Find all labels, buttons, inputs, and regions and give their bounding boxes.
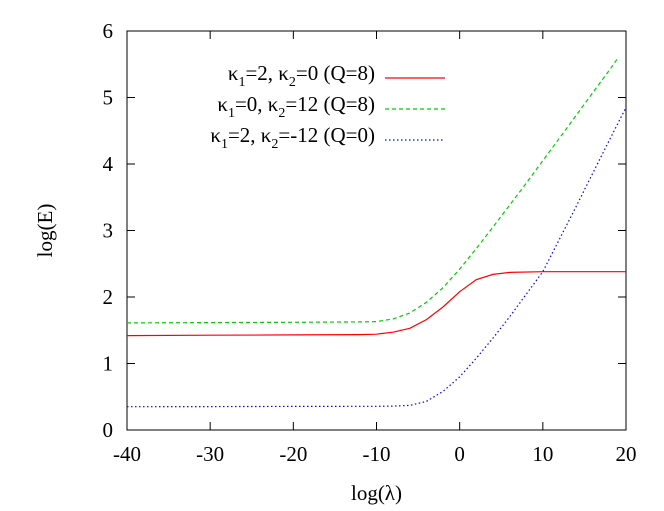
legend-sep: , κ: [268, 61, 290, 85]
legend-k2: 0: [308, 61, 319, 85]
legend-q: 0: [358, 123, 369, 147]
legend-q-close: ): [368, 92, 375, 116]
legend-k2: -12: [290, 123, 318, 147]
legend-entry-3: κ1=2, κ2=-12 (Q=0): [210, 123, 375, 152]
x-tick-label: 20: [616, 442, 637, 466]
legend: κ1=2, κ2=0 (Q=8) κ1=0, κ2=12 (Q=8) κ1=2,…: [210, 61, 445, 152]
legend-q-close: ): [368, 61, 375, 85]
series-line-2: [126, 57, 619, 324]
y-tick-label: 2: [103, 285, 114, 309]
legend-q-close: ): [368, 123, 375, 147]
legend-eq: =: [278, 123, 290, 147]
legend-eq: =: [228, 123, 240, 147]
legend-k1: 2: [257, 61, 268, 85]
y-tick-label: 0: [103, 418, 114, 442]
legend-sub: 1: [238, 75, 245, 90]
x-tick-label: -10: [363, 442, 391, 466]
x-tick-label: -40: [113, 442, 141, 466]
legend-entry-2: κ1=0, κ2=12 (Q=8): [217, 92, 375, 121]
x-tick-label: 10: [532, 442, 553, 466]
legend-k1: 0: [247, 92, 258, 116]
x-tick-label: -30: [196, 442, 224, 466]
legend-entry-1: κ1=2, κ2=0 (Q=8): [228, 61, 375, 90]
legend-sep: , κ: [257, 92, 279, 116]
y-tick-label: 1: [103, 352, 114, 376]
series-line-1: [126, 271, 626, 337]
legend-q-open: (Q=: [318, 123, 357, 147]
legend-q: 8: [358, 61, 369, 85]
legend-k2: 12: [297, 92, 318, 116]
y-tick-label: 6: [103, 19, 114, 43]
y-tick-label: 4: [103, 152, 114, 176]
legend-eq: =: [245, 61, 257, 85]
legend-k1: 2: [240, 123, 251, 147]
legend-eq: =: [235, 92, 247, 116]
plot-frame: [126, 30, 627, 431]
legend-eq: =: [296, 61, 308, 85]
x-axis-title: log(λ): [351, 481, 402, 505]
y-axis-title: log(E): [33, 204, 57, 258]
series-line-3: [126, 107, 627, 408]
x-tick-label: -20: [279, 442, 307, 466]
legend-q: 8: [358, 92, 369, 116]
legend-eq: =: [285, 92, 297, 116]
legend-sep: , κ: [250, 123, 272, 147]
y-tick-label: 5: [103, 86, 114, 110]
legend-q-open: (Q=: [318, 92, 357, 116]
legend-sub: 2: [271, 137, 278, 152]
legend-sub: 2: [289, 75, 296, 90]
y-tick-label: 3: [103, 219, 114, 243]
legend-sub: 2: [278, 106, 285, 121]
x-tick-label: 0: [454, 442, 465, 466]
axis-ticks: [126, 30, 627, 431]
legend-sub: 1: [228, 106, 235, 121]
series-layer: [126, 57, 627, 408]
legend-sub: 1: [221, 137, 228, 152]
legend-q-open: (Q=: [318, 61, 357, 85]
